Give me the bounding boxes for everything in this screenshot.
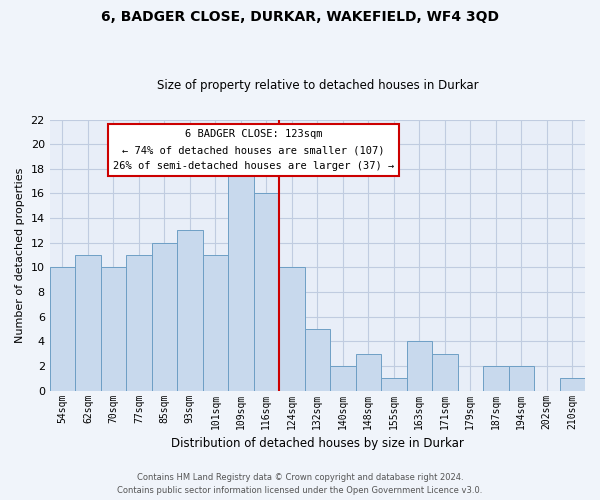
Bar xyxy=(101,268,126,390)
Text: 6 BADGER CLOSE: 123sqm
← 74% of detached houses are smaller (107)
26% of semi-de: 6 BADGER CLOSE: 123sqm ← 74% of detached… xyxy=(113,130,394,170)
Bar xyxy=(228,169,254,390)
Text: 6, BADGER CLOSE, DURKAR, WAKEFIELD, WF4 3QD: 6, BADGER CLOSE, DURKAR, WAKEFIELD, WF4 … xyxy=(101,10,499,24)
Bar xyxy=(407,342,432,390)
Bar xyxy=(330,366,356,390)
Bar xyxy=(305,329,330,390)
Title: Size of property relative to detached houses in Durkar: Size of property relative to detached ho… xyxy=(157,79,478,92)
Bar xyxy=(254,194,279,390)
Bar xyxy=(560,378,585,390)
Bar xyxy=(356,354,381,391)
Bar xyxy=(509,366,534,390)
Text: Contains HM Land Registry data © Crown copyright and database right 2024.
Contai: Contains HM Land Registry data © Crown c… xyxy=(118,474,482,495)
Bar xyxy=(203,255,228,390)
Bar xyxy=(177,230,203,390)
Bar xyxy=(483,366,509,390)
Bar xyxy=(432,354,458,391)
Bar xyxy=(152,243,177,390)
Bar xyxy=(126,255,152,390)
Bar xyxy=(279,268,305,390)
Bar xyxy=(75,255,101,390)
Bar xyxy=(381,378,407,390)
Bar xyxy=(50,268,75,390)
X-axis label: Distribution of detached houses by size in Durkar: Distribution of detached houses by size … xyxy=(171,437,464,450)
Y-axis label: Number of detached properties: Number of detached properties xyxy=(15,168,25,343)
